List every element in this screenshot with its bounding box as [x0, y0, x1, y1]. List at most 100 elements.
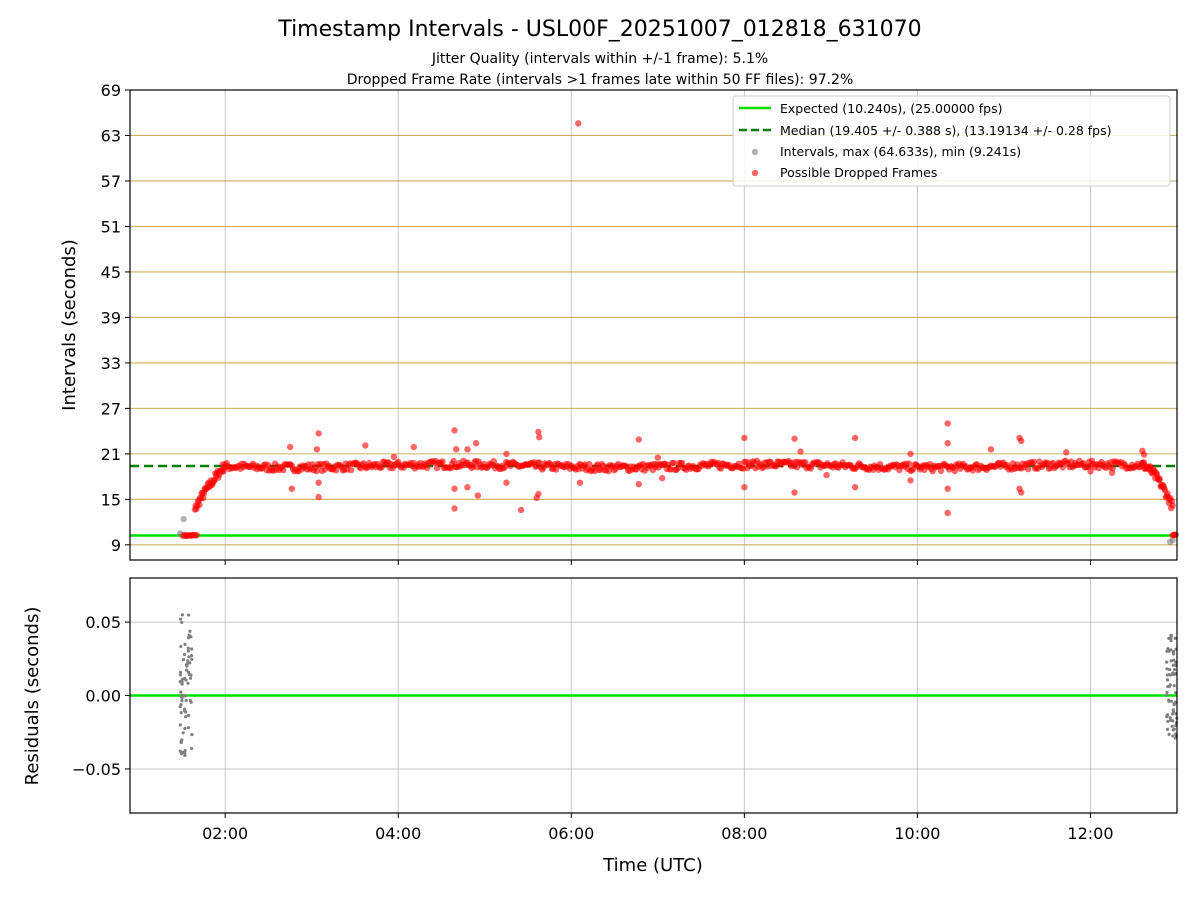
- residual-point: [178, 723, 182, 727]
- dropped-frame-point: [1018, 437, 1025, 445]
- dropped-frame-point: [450, 457, 457, 465]
- interval-point: [180, 515, 187, 523]
- residual-point: [189, 746, 194, 751]
- dropped-frame-point: [907, 477, 914, 484]
- residual-point: [179, 702, 183, 707]
- residual-point: [179, 752, 184, 756]
- dropped-frame-point: [464, 446, 471, 453]
- residual-point: [1173, 636, 1177, 640]
- bottom-y-axis-label: Residuals (seconds): [22, 607, 43, 786]
- dropped-frame-point: [315, 493, 322, 501]
- bottom-panel: 0.05 0.00 −0.05 02:00 04:00 06:00 08:00 10:00 1…: [22, 577, 1179, 843]
- residual-point: [184, 678, 188, 682]
- dropped-frame-point: [944, 440, 951, 447]
- dropped-frame-point: [1087, 468, 1094, 475]
- residual-point: [1165, 693, 1169, 697]
- legend-dropped-swatch: [751, 169, 759, 177]
- residual-point: [183, 642, 187, 646]
- residual-point: [183, 715, 188, 719]
- dropped-frame-point: [193, 531, 200, 539]
- dropped-frame-point: [1156, 475, 1164, 483]
- residual-point: [190, 657, 194, 661]
- residual-point: [1169, 699, 1173, 703]
- residual-point: [186, 646, 190, 650]
- top-y-ticks: 9 15 21 27 33 39 45 51 57 63 69: [101, 81, 130, 555]
- residual-point: [1166, 713, 1170, 717]
- residual-point: [178, 673, 182, 677]
- dropped-frame-point: [1172, 531, 1179, 539]
- x-tick-label: 12:00: [1067, 824, 1113, 843]
- dropped-frame-point: [451, 427, 458, 434]
- bottom-residual-points: [178, 613, 1179, 757]
- dropped-frame-point: [453, 446, 460, 453]
- residual-point: [186, 636, 191, 640]
- dropped-frame-point: [1109, 465, 1116, 472]
- residual-point: [183, 694, 187, 698]
- dropped-frame-point: [315, 430, 322, 437]
- residual-point: [1169, 673, 1173, 677]
- residual-point: [184, 668, 189, 672]
- residual-point: [1167, 699, 1171, 703]
- legend-expected-label: Expected (10.240s), (25.00000 fps): [780, 101, 1002, 116]
- dropped-frame-point: [280, 467, 287, 474]
- residual-point: [185, 664, 189, 668]
- dropped-frame-point: [424, 464, 431, 472]
- residual-point: [1166, 719, 1170, 724]
- dropped-frame-point: [635, 436, 642, 443]
- residual-point: [183, 707, 187, 711]
- residual-point: [186, 681, 190, 685]
- residual-point: [1165, 673, 1169, 677]
- dropped-frame-point: [313, 467, 320, 475]
- x-tick-label: 04:00: [375, 824, 421, 843]
- residual-point: [1169, 638, 1173, 643]
- x-axis-label: Time (UTC): [602, 855, 703, 876]
- dropped-frame-point: [533, 494, 540, 502]
- dropped-frame-point: [654, 454, 662, 461]
- dropped-frame-point: [586, 460, 593, 468]
- dropped-frame-point: [517, 506, 525, 514]
- top-y-tick-label: 63: [101, 126, 121, 145]
- legend-intervals-label: Intervals, max (64.633s), min (9.241s): [780, 144, 1021, 159]
- residual-point: [186, 726, 190, 730]
- residual-point: [1173, 700, 1177, 704]
- dropped-frame-point: [472, 440, 480, 447]
- dropped-frame-point: [944, 509, 951, 517]
- residual-point: [179, 711, 183, 715]
- dropped-frame-point: [674, 464, 682, 472]
- dropped-frame-point: [451, 505, 458, 512]
- dropped-frame-point: [536, 433, 543, 441]
- dropped-frame-point: [313, 446, 321, 453]
- residual-point: [1169, 633, 1173, 637]
- residual-point: [1165, 660, 1169, 664]
- residual-point: [187, 713, 191, 718]
- dropped-frame-point: [791, 435, 798, 442]
- residual-point: [190, 647, 194, 651]
- x-tick-label: 02:00: [202, 824, 248, 843]
- residual-point: [181, 731, 185, 735]
- residual-point: [186, 670, 191, 674]
- top-y-axis-label: Intervals (seconds): [59, 239, 80, 411]
- top-y-tick-label: 9: [111, 536, 121, 555]
- residual-point: [186, 613, 191, 617]
- residual-point: [186, 659, 190, 663]
- interval-point: [1169, 537, 1176, 544]
- residual-point: [1165, 667, 1169, 671]
- dropped-frame-point: [390, 453, 398, 461]
- top-y-tick-label: 57: [101, 172, 121, 191]
- top-y-tick-label: 45: [101, 263, 121, 282]
- residual-point: [186, 649, 190, 653]
- dropped-frame-point: [200, 494, 207, 502]
- residual-point: [187, 655, 191, 659]
- residual-point: [180, 682, 184, 686]
- residual-point: [184, 698, 188, 702]
- residual-point: [1171, 652, 1176, 656]
- residual-point: [1172, 684, 1176, 688]
- residual-point: [180, 693, 184, 697]
- dropped-frame-point: [741, 484, 748, 491]
- residual-point: [1167, 649, 1171, 653]
- dropped-frame-point: [451, 485, 458, 492]
- bottom-y-ticks: 0.05 0.00 −0.05: [72, 613, 130, 779]
- residual-point: [180, 677, 185, 681]
- residual-point: [183, 753, 187, 757]
